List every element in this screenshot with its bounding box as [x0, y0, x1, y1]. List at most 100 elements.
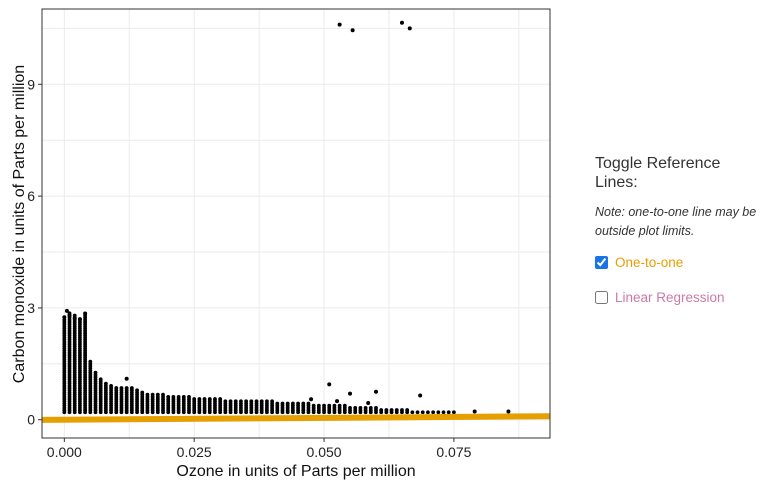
data-point [363, 405, 368, 410]
data-point [218, 397, 223, 401]
y-tick-label: 9 [27, 76, 35, 92]
data-point [446, 410, 451, 415]
data-point [384, 408, 389, 412]
data-point [350, 28, 355, 33]
data-point [197, 397, 202, 401]
panel-title: Toggle Reference Lines: [595, 155, 721, 191]
one-to-one-line-layer [41, 413, 551, 423]
panel-note: Note: one-to-one line may be outside plo… [595, 205, 757, 238]
data-point [431, 410, 436, 415]
data-point [155, 392, 160, 397]
data-point [309, 397, 314, 402]
one-to-one-line [41, 413, 551, 423]
x-axis-ticks: 0.000 0.025 0.050 0.075 [47, 438, 472, 460]
data-point [93, 370, 98, 375]
data-point [150, 392, 155, 397]
data-point [322, 403, 326, 408]
data-point [296, 401, 300, 406]
data-point [337, 22, 342, 27]
data-point [280, 401, 285, 406]
data-point [452, 410, 456, 415]
data-point [348, 405, 352, 410]
data-point [176, 394, 181, 399]
data-point [98, 377, 103, 382]
data-point [114, 386, 119, 390]
data-point [285, 401, 290, 406]
data-point [472, 409, 477, 414]
data-point [67, 313, 72, 318]
data-point [161, 392, 165, 397]
data-point [72, 316, 77, 321]
data-point [327, 403, 332, 408]
data-point [366, 400, 371, 405]
linear-regression-checkbox[interactable] [595, 290, 608, 304]
one-to-one-toggle[interactable]: One-to-one [595, 252, 764, 272]
linear-regression-label: Linear Regression [615, 289, 725, 305]
data-point [244, 399, 249, 404]
data-point [399, 20, 404, 25]
data-point [418, 393, 423, 398]
data-point [400, 408, 404, 412]
data-point [228, 399, 233, 404]
data-point [368, 405, 373, 410]
gridlines [42, 9, 550, 438]
y-axis-title: Carbon monoxide in units of Parts per mi… [11, 65, 28, 383]
data-point [124, 386, 129, 390]
data-point [239, 399, 243, 404]
data-point [124, 376, 129, 381]
data-point [426, 410, 430, 415]
data-point [353, 405, 358, 410]
data-point [192, 397, 197, 401]
data-point [373, 389, 378, 394]
data-point [415, 410, 420, 415]
y-tick-label: 6 [27, 188, 35, 204]
data-point [145, 392, 150, 397]
data-point [140, 390, 145, 395]
data-point [270, 399, 275, 404]
data-point [275, 401, 280, 406]
y-tick-label: 0 [27, 412, 35, 428]
data-point [301, 401, 306, 406]
data-point [316, 403, 321, 408]
x-axis-title: Ozone in units of Parts per million [176, 463, 415, 480]
plot-frame [41, 8, 551, 439]
data-point [306, 401, 311, 406]
data-point [254, 399, 259, 404]
data-point [109, 383, 113, 388]
data-point [88, 359, 93, 364]
data-point [348, 391, 353, 396]
data-point [135, 388, 139, 393]
data-point [374, 405, 378, 410]
data-point [83, 311, 88, 316]
data-point [249, 399, 254, 404]
x-tick-label: 0.050 [307, 444, 342, 460]
data-point [202, 397, 207, 401]
data-point [77, 317, 82, 322]
y-tick-label: 3 [27, 300, 35, 316]
data-point [103, 381, 108, 386]
data-point [233, 399, 238, 404]
reference-lines-panel: Toggle Reference Lines: Note: one-to-one… [595, 154, 764, 322]
x-tick-label: 0.000 [47, 444, 82, 460]
data-points [62, 20, 511, 415]
data-point [379, 408, 384, 412]
data-point [213, 397, 217, 401]
data-point [62, 315, 67, 320]
data-point [327, 382, 332, 387]
data-point [72, 313, 77, 318]
data-point [436, 410, 441, 415]
data-point [129, 386, 134, 390]
data-point [223, 399, 228, 404]
data-point [342, 403, 347, 408]
data-point [335, 399, 340, 404]
data-point [407, 26, 412, 31]
one-to-one-label: One-to-one [615, 254, 684, 270]
data-point [332, 403, 337, 408]
x-tick-label: 0.025 [177, 444, 212, 460]
one-to-one-checkbox[interactable] [595, 255, 608, 269]
data-point [171, 394, 176, 399]
data-point [259, 399, 264, 404]
linear-regression-toggle[interactable]: Linear Regression [595, 287, 764, 307]
data-point [337, 403, 342, 408]
